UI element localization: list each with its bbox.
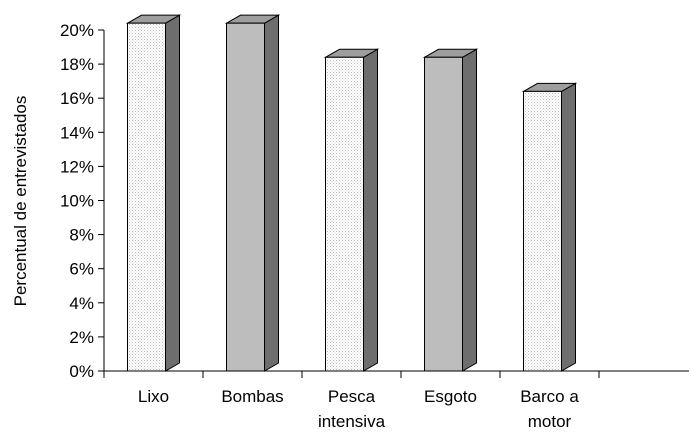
labels: 0% 2% 4% 6% 8% 10% 12% 14% 16% 18% 20% Lixo Bombas Pe…	[60, 21, 579, 431]
bar-side	[363, 48, 378, 372]
y-tick-label: 4%	[69, 294, 94, 313]
axes	[98, 29, 689, 378]
y-tick-label: 14%	[60, 123, 94, 142]
x-tick-label: intensiva	[318, 412, 386, 431]
bar-side	[462, 48, 477, 372]
x-tick-label: Pesca	[328, 387, 376, 406]
bar-front	[127, 22, 166, 372]
bar-side	[561, 82, 576, 372]
y-tick-label: 6%	[69, 260, 94, 279]
bar-side	[264, 14, 279, 372]
y-tick-label: 18%	[60, 55, 94, 74]
y-tick-label: 20%	[60, 21, 94, 40]
bar-front	[226, 22, 265, 372]
y-tick-label: 8%	[69, 226, 94, 245]
y-tick-label: 0%	[69, 362, 94, 381]
bar-front	[523, 90, 562, 372]
bar	[125, 14, 182, 372]
y-tick-label: 2%	[69, 328, 94, 347]
x-tick-label: Lixo	[138, 387, 169, 406]
y-tick-label: 10%	[60, 192, 94, 211]
y-tick-label: 16%	[60, 89, 94, 108]
bar	[224, 14, 281, 372]
bar-front	[325, 56, 364, 372]
bar	[521, 82, 578, 372]
bar	[422, 48, 479, 372]
x-tick-label: Barco a	[520, 387, 579, 406]
bar-front	[424, 56, 463, 372]
x-tick-label: motor	[528, 412, 572, 431]
bar	[323, 48, 380, 372]
bars	[125, 14, 578, 372]
y-tick-label: 12%	[60, 157, 94, 176]
x-tick-label: Esgoto	[424, 387, 477, 406]
x-tick-label: Bombas	[221, 387, 283, 406]
bar-side	[165, 14, 180, 372]
y-axis-label: Percentual de entrevistados	[11, 96, 30, 307]
